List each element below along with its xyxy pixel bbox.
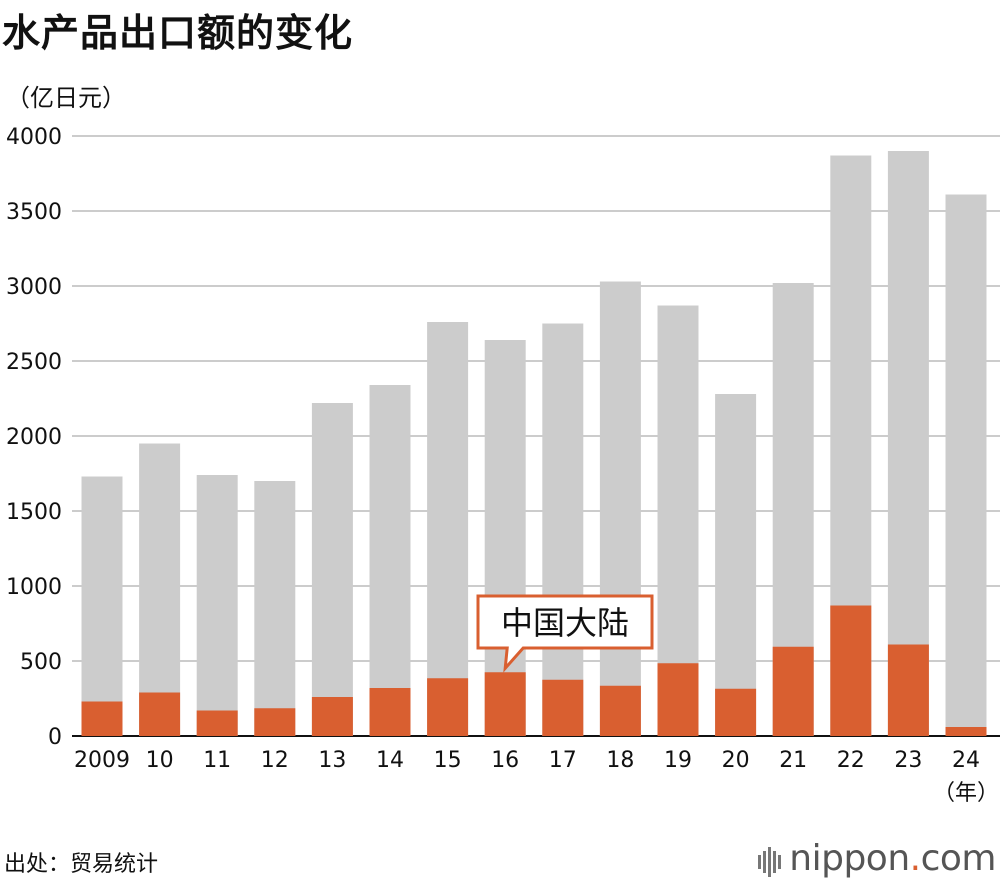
x-tick-label: 21 xyxy=(779,748,807,773)
total-bar xyxy=(311,403,353,736)
china-bar xyxy=(657,663,699,736)
total-bar xyxy=(542,323,584,736)
china-bar xyxy=(311,697,353,736)
china-bar xyxy=(484,672,526,736)
china-bar xyxy=(81,701,123,736)
y-tick-label: 2500 xyxy=(6,350,62,375)
y-tick-label: 4000 xyxy=(6,125,62,150)
china-bar xyxy=(369,688,411,736)
x-tick-label: 11 xyxy=(203,748,231,773)
total-bar xyxy=(196,475,238,736)
y-axis-unit-label: （亿日元） xyxy=(6,84,126,112)
x-tick-label: 13 xyxy=(318,748,346,773)
china-bar xyxy=(772,646,814,736)
total-bar xyxy=(715,394,757,736)
china-bar xyxy=(254,708,296,736)
china-bar xyxy=(830,605,872,736)
total-bar xyxy=(427,322,469,736)
x-tick-label: 22 xyxy=(837,748,865,773)
x-tick-label: 24 xyxy=(952,748,980,773)
x-tick-label: 20 xyxy=(722,748,750,773)
y-tick-label: 2000 xyxy=(6,425,62,450)
callout-label: 中国大陆 xyxy=(501,604,629,642)
y-tick-label: 0 xyxy=(48,725,62,750)
x-tick-label: 2009 xyxy=(74,748,130,773)
x-tick-label: 23 xyxy=(894,748,922,773)
x-tick-label: 19 xyxy=(664,748,692,773)
logo-name: nippon xyxy=(789,838,910,879)
total-bar xyxy=(369,385,411,736)
y-axis-tick-labels: 0 500 1000 1500 2000 2500 3000 3500 4000 xyxy=(6,125,62,750)
nippon-logo: nippon.com xyxy=(758,838,997,881)
x-tick-label: 17 xyxy=(549,748,577,773)
y-tick-label: 1000 xyxy=(6,575,62,600)
china-bar xyxy=(945,727,987,736)
total-bar xyxy=(81,476,123,736)
total-bar xyxy=(139,443,181,736)
china-bars xyxy=(81,605,987,736)
total-bar xyxy=(945,194,987,736)
y-tick-label: 1500 xyxy=(6,500,62,525)
china-bar xyxy=(599,685,641,736)
china-bar xyxy=(427,678,469,736)
total-bar xyxy=(887,151,929,736)
total-bar xyxy=(599,281,641,736)
x-tick-label: 18 xyxy=(606,748,634,773)
china-bar xyxy=(139,692,181,736)
china-bar xyxy=(887,644,929,736)
logo-tld: com xyxy=(920,838,997,879)
x-tick-label: 16 xyxy=(491,748,519,773)
china-bar xyxy=(196,710,238,736)
y-tick-label: 3500 xyxy=(6,200,62,225)
x-axis-tick-labels: 2009 10 11 12 13 14 15 16 17 18 19 20 21 22 23 24 （年） xyxy=(74,748,999,806)
total-bar xyxy=(254,481,296,736)
x-tick-label: 14 xyxy=(376,748,404,773)
x-axis-unit-label: （年） xyxy=(933,781,999,806)
x-tick-label: 10 xyxy=(146,748,174,773)
china-bar xyxy=(542,679,584,736)
china-callout: 中国大陆 xyxy=(476,594,654,673)
logo-bars-icon xyxy=(758,840,783,881)
china-bar xyxy=(715,688,757,736)
x-tick-label: 12 xyxy=(261,748,289,773)
y-tick-label: 500 xyxy=(20,650,62,675)
chart-title: 水产品出口额的变化 xyxy=(2,11,354,55)
y-tick-label: 3000 xyxy=(6,275,62,300)
x-tick-label: 15 xyxy=(434,748,462,773)
source-note: 出处：贸易统计 xyxy=(4,852,159,877)
logo-dot: . xyxy=(909,838,921,879)
callout-box xyxy=(476,594,654,673)
